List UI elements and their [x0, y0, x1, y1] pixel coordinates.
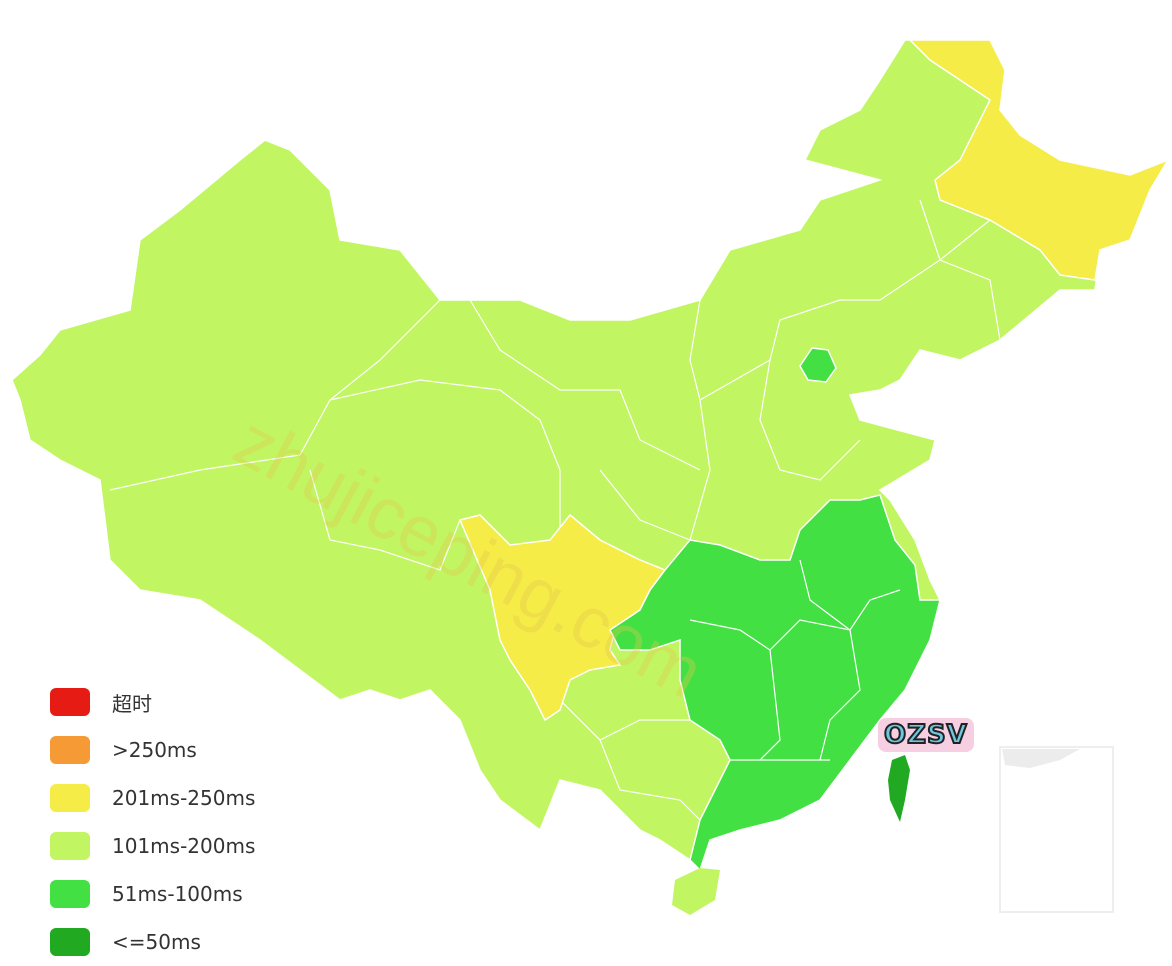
legend-label: >250ms [112, 738, 197, 762]
legend-item-201-250[interactable]: 201ms-250ms [50, 774, 255, 822]
province-borders [109, 199, 1001, 821]
legend-label: 超时 [112, 691, 152, 716]
east-province-borders [689, 559, 901, 761]
region-east-south-china[interactable] [609, 494, 941, 872]
legend-swatch [50, 688, 90, 716]
region-beijing[interactable] [799, 347, 837, 383]
legend-swatch [50, 928, 90, 956]
legend-swatch [50, 832, 90, 860]
region-hainan[interactable] [672, 868, 720, 915]
legend-label: <=50ms [112, 930, 201, 954]
south-china-sea-inset [999, 746, 1114, 913]
legend-item-timeout[interactable]: 超时 [50, 678, 255, 726]
legend-item-le-50[interactable]: <=50ms [50, 918, 255, 966]
legend-item-over-250[interactable]: >250ms [50, 726, 255, 774]
legend: 超时 >250ms 201ms-250ms 101ms-200ms 51ms-1… [50, 678, 255, 966]
legend-item-51-100[interactable]: 51ms-100ms [50, 870, 255, 918]
ozsv-logo: OZSV [878, 718, 974, 752]
legend-swatch [50, 880, 90, 908]
region-sichuan[interactable] [458, 513, 667, 722]
region-taiwan[interactable] [888, 755, 910, 822]
legend-label: 101ms-200ms [112, 834, 256, 858]
legend-label: 201ms-250ms [112, 786, 256, 810]
legend-swatch [50, 784, 90, 812]
legend-item-101-200[interactable]: 101ms-200ms [50, 822, 255, 870]
legend-swatch [50, 736, 90, 764]
legend-label: 51ms-100ms [112, 882, 243, 906]
region-heilongjiang[interactable] [908, 39, 1170, 281]
